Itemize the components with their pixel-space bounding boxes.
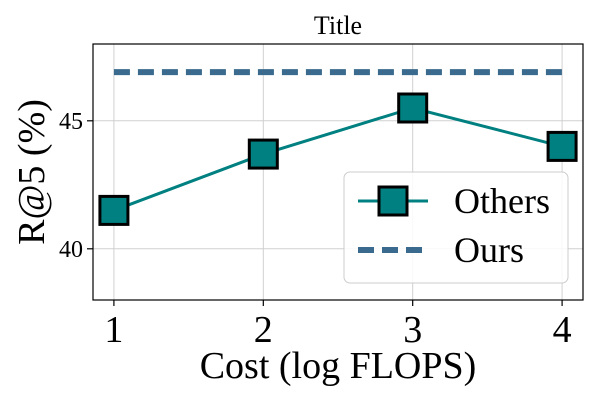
y-tick-label-2: 45 <box>59 109 83 135</box>
series-layer <box>98 69 578 226</box>
legend-label-others: Others <box>454 181 550 221</box>
data-point-others-1 <box>98 194 130 226</box>
data-point-others-4 <box>546 130 578 162</box>
data-point-others-2 <box>247 138 279 170</box>
x-tick-label-3: 3 <box>403 309 422 351</box>
plot-frame <box>92 43 584 301</box>
legend: Others Ours <box>343 171 569 284</box>
x-tick-label-4: 4 <box>553 309 572 351</box>
series-line-others <box>113 106 563 212</box>
x-tick-label-1: 1 <box>104 309 123 351</box>
legend-label-ours: Ours <box>454 230 524 270</box>
x-tick-label-2: 2 <box>254 309 273 351</box>
y-tick-label-1: 40 <box>59 237 83 263</box>
x-axis-label: Cost (log FLOPS) <box>200 345 477 387</box>
data-point-others-3 <box>397 92 429 124</box>
tick-layer: 1 2 3 4 40 45 <box>59 109 572 351</box>
chart-title: Title <box>314 11 362 40</box>
legend-marker-others <box>377 185 409 217</box>
y-axis-label: R@5 (%) <box>11 99 53 245</box>
